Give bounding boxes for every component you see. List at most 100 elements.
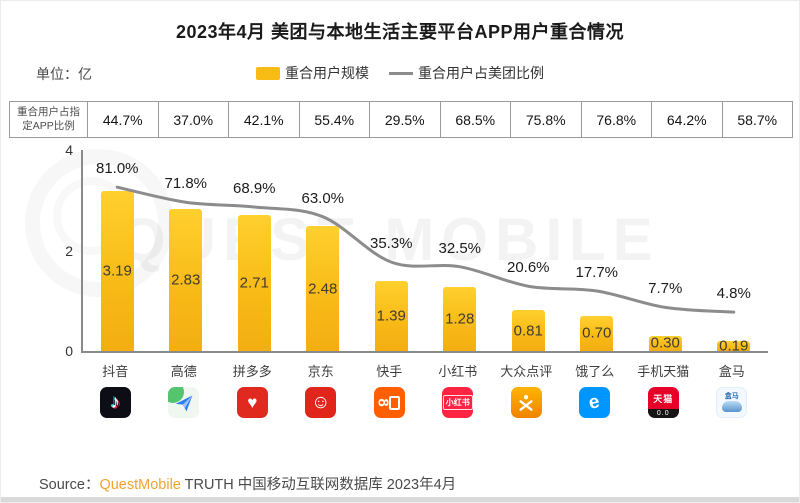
line-value-label: 7.7% xyxy=(648,280,683,298)
camera-reel-icon: 8 xyxy=(374,398,392,407)
overlap-table-value: 42.1% xyxy=(229,102,300,137)
kuaishou-app-icon: 8 xyxy=(373,387,405,418)
bar-value-label: 0.81 xyxy=(513,322,543,340)
overlap-table-value: 75.8% xyxy=(511,102,582,137)
paper-plane-icon xyxy=(175,395,193,411)
bar: 0.19 xyxy=(717,338,751,355)
line-value-label: 20.6% xyxy=(506,259,550,277)
bar-value-label: 0.70 xyxy=(582,324,612,342)
app-icon-slot: 盒马 xyxy=(698,387,767,418)
bar-value-label: 2.71 xyxy=(239,274,269,292)
app-icon-slot: 小红书 xyxy=(424,387,493,418)
bar: 0.30 xyxy=(648,334,682,352)
bar: 1.28 xyxy=(443,286,477,351)
app-icon-slot: 天猫 0.0 xyxy=(629,387,698,418)
bar-series: 3.19 2.83 2.71 2.48 1.39 1.28 0.81 0.70 0.30 0.19 xyxy=(83,150,769,355)
bar-column: 0.19 xyxy=(700,150,769,355)
line-value-label: 71.8% xyxy=(164,175,208,193)
app-icon-slot xyxy=(492,387,561,418)
overlap-ratio-table: 重合用户占指 定APP比例 44.7% 37.0% 42.1% 55.4% 29.5% 6… xyxy=(9,101,793,138)
overlap-table-header: 重合用户占指 定APP比例 xyxy=(10,102,88,137)
legend-line-label: 重合用户占美团比例 xyxy=(418,65,544,81)
overlap-table-value: 64.2% xyxy=(652,102,723,137)
source-note: Source：QuestMobile TRUTH 中国移动互联网数据库 2023… xyxy=(39,473,456,494)
app-icon-slot: 8 xyxy=(355,387,424,418)
dianping-app-icon xyxy=(510,387,542,418)
category-label: 高德 xyxy=(170,364,197,379)
hema-app-icon: 盒马 xyxy=(716,387,748,418)
jingdong-app-icon: ☺ xyxy=(305,387,337,418)
bar-column: 3.19 xyxy=(83,150,152,351)
plot-area: 3.19 2.83 2.71 2.48 1.39 1.28 0.81 0.70 0.30 0.19… xyxy=(81,150,769,355)
bar: 2.71 xyxy=(237,214,271,351)
category-label: 快手 xyxy=(376,364,403,379)
bar-column: 0.30 xyxy=(631,150,700,352)
bar: 1.39 xyxy=(374,281,408,351)
bar-series-swatch xyxy=(256,66,280,80)
cat-eyes-icon: 0.0 xyxy=(647,409,679,418)
bar: 2.83 xyxy=(169,208,203,351)
app-icon-slot: ♥ xyxy=(218,387,287,418)
questmobile-watermark-text: QUEST MOBILE xyxy=(119,206,660,273)
xiaohongshu-app-icon: 小红书 xyxy=(442,387,474,418)
overlap-table-value: 55.4% xyxy=(300,102,370,137)
line-value-label: 17.7% xyxy=(575,263,619,281)
bar-value-label: 0.30 xyxy=(650,334,680,352)
category-label: 饿了么 xyxy=(575,364,615,379)
bar-value-label: 0.19 xyxy=(719,337,749,355)
legend: 重合用户规模 重合用户占美团比例 xyxy=(1,63,799,83)
source-rest: TRUTH 中国移动互联网数据库 2023年4月 xyxy=(180,477,457,493)
bar-column: 2.83 xyxy=(152,150,221,351)
bottom-edge-strip xyxy=(1,497,799,502)
app-icon-slot: e xyxy=(561,387,630,418)
overlap-table-header-line1: 重合用户占指 xyxy=(17,106,80,119)
music-note-icon: ♪ xyxy=(110,391,121,413)
bar-column: 0.70 xyxy=(563,150,632,351)
category-label: 小红书 xyxy=(438,364,478,379)
hema-wordmark: 盒马 xyxy=(724,393,739,400)
app-icons-row: ♪ ♥ ☺ 8 小红书 e 天猫 0.0 盒马 xyxy=(81,387,766,418)
dancing-figure-icon xyxy=(519,394,533,411)
page-title: 2023年4月 美团与本地生活主要平台APP用户重合情况 xyxy=(175,22,625,42)
line-series xyxy=(115,185,736,314)
overlap-table-value: 58.7% xyxy=(737,111,778,128)
app-icon-slot: ☺ xyxy=(287,387,356,418)
y-axis-tick: 2 xyxy=(65,242,73,259)
bar-value-label: 3.19 xyxy=(102,262,132,280)
overlap-table-header-line2: 定APP比例 xyxy=(22,119,75,132)
app-icon-slot xyxy=(150,387,219,418)
legend-item-bar: 重合用户规模 xyxy=(256,63,369,83)
bar-column: 1.28 xyxy=(426,150,495,351)
hippo-icon xyxy=(721,401,742,412)
unit-label: 单位：亿 xyxy=(36,66,92,82)
overlap-table-value: 37.0% xyxy=(159,102,229,137)
line-value-label: 81.0% xyxy=(95,160,139,178)
category-label: 京东 xyxy=(307,364,334,379)
eleme-app-icon: e xyxy=(579,387,611,418)
bar-column: 2.48 xyxy=(289,150,358,351)
overlap-table-value: 68.5% xyxy=(441,102,511,137)
category-label: 拼多多 xyxy=(232,364,272,379)
line-value-label: 4.8% xyxy=(716,285,751,303)
bar: 2.48 xyxy=(306,226,340,351)
y-axis-tick: 0 xyxy=(65,343,73,359)
category-label: 盒马 xyxy=(718,364,745,379)
tianmao-wordmark: 天猫 xyxy=(653,394,674,404)
legend-item-line: 重合用户占美团比例 xyxy=(389,63,544,83)
bar-value-label: 1.39 xyxy=(376,307,406,325)
category-label: 大众点评 xyxy=(500,364,553,379)
camera-body-icon xyxy=(388,395,400,410)
dog-face-icon: ☺ xyxy=(311,392,331,413)
app-icon-slot: ♪ xyxy=(81,387,150,418)
bar-value-label: 2.83 xyxy=(171,271,201,289)
bar-column: 0.81 xyxy=(494,150,563,351)
xiaohongshu-wordmark: 小红书 xyxy=(442,395,473,410)
pinduoduo-app-icon: ♥ xyxy=(236,387,268,418)
bar-column: 2.71 xyxy=(220,150,289,351)
line-series-swatch xyxy=(389,71,413,75)
overlap-table-value: 76.8% xyxy=(582,102,652,137)
category-label: 手机天猫 xyxy=(637,364,690,379)
line-value-label: 63.0% xyxy=(301,189,345,207)
line-value-label: 68.9% xyxy=(232,180,276,197)
